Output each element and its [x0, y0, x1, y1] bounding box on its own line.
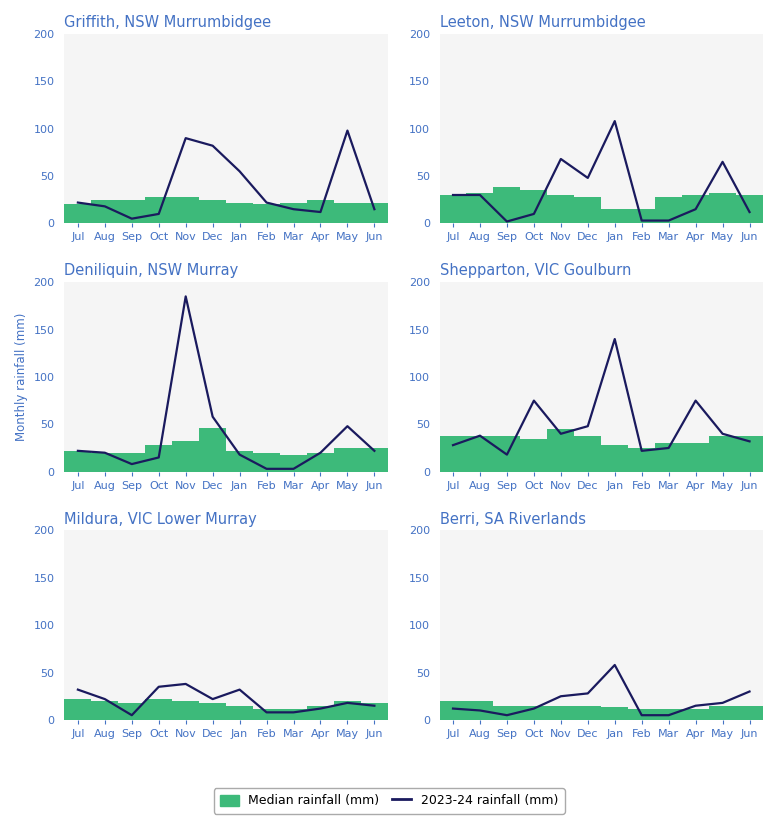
Bar: [682, 443, 709, 471]
Bar: [574, 705, 601, 720]
Bar: [280, 709, 307, 720]
Bar: [361, 703, 388, 720]
Bar: [280, 455, 307, 471]
Bar: [199, 199, 226, 223]
Bar: [682, 195, 709, 223]
Bar: [736, 195, 763, 223]
Bar: [493, 187, 520, 223]
Bar: [145, 445, 172, 471]
Bar: [520, 438, 548, 471]
Bar: [199, 428, 226, 471]
Bar: [334, 448, 361, 471]
Text: Shepparton, VIC Goulburn: Shepparton, VIC Goulburn: [440, 263, 631, 279]
Bar: [467, 701, 493, 720]
Bar: [65, 204, 91, 223]
Bar: [226, 705, 253, 720]
Bar: [65, 699, 91, 720]
Text: Mildura, VIC Lower Murray: Mildura, VIC Lower Murray: [65, 512, 258, 527]
Bar: [118, 703, 145, 720]
Y-axis label: Monthly rainfall (mm): Monthly rainfall (mm): [15, 313, 28, 441]
Bar: [493, 436, 520, 471]
Bar: [574, 436, 601, 471]
Bar: [91, 199, 118, 223]
Bar: [548, 195, 574, 223]
Bar: [601, 209, 628, 223]
Bar: [520, 190, 548, 223]
Bar: [253, 709, 280, 720]
Bar: [145, 197, 172, 223]
Bar: [118, 452, 145, 471]
Bar: [145, 699, 172, 720]
Bar: [307, 705, 334, 720]
Bar: [493, 705, 520, 720]
Bar: [226, 203, 253, 223]
Bar: [655, 197, 682, 223]
Bar: [118, 199, 145, 223]
Text: Griffith, NSW Murrumbidgee: Griffith, NSW Murrumbidgee: [65, 15, 272, 30]
Bar: [467, 193, 493, 223]
Bar: [307, 452, 334, 471]
Bar: [440, 701, 467, 720]
Bar: [736, 436, 763, 471]
Bar: [682, 709, 709, 720]
Bar: [574, 197, 601, 223]
Bar: [199, 703, 226, 720]
Bar: [172, 701, 199, 720]
Bar: [628, 709, 655, 720]
Text: Deniliquin, NSW Murray: Deniliquin, NSW Murray: [65, 263, 239, 279]
Bar: [628, 209, 655, 223]
Bar: [520, 705, 548, 720]
Bar: [361, 448, 388, 471]
Bar: [709, 705, 736, 720]
Bar: [548, 705, 574, 720]
Bar: [253, 204, 280, 223]
Bar: [601, 707, 628, 720]
Bar: [709, 436, 736, 471]
Bar: [601, 445, 628, 471]
Bar: [736, 705, 763, 720]
Bar: [280, 203, 307, 223]
Bar: [361, 203, 388, 223]
Bar: [467, 436, 493, 471]
Bar: [172, 197, 199, 223]
Bar: [91, 701, 118, 720]
Text: Berri, SA Riverlands: Berri, SA Riverlands: [440, 512, 586, 527]
Bar: [655, 709, 682, 720]
Bar: [628, 448, 655, 471]
Bar: [440, 195, 467, 223]
Bar: [172, 442, 199, 471]
Legend: Median rainfall (mm), 2023-24 rainfall (mm): Median rainfall (mm), 2023-24 rainfall (…: [213, 788, 565, 813]
Bar: [334, 203, 361, 223]
Bar: [709, 193, 736, 223]
Bar: [226, 451, 253, 471]
Bar: [65, 451, 91, 471]
Bar: [548, 429, 574, 471]
Bar: [334, 701, 361, 720]
Bar: [91, 452, 118, 471]
Bar: [655, 443, 682, 471]
Text: Leeton, NSW Murrumbidgee: Leeton, NSW Murrumbidgee: [440, 15, 645, 30]
Bar: [253, 452, 280, 471]
Bar: [307, 199, 334, 223]
Bar: [440, 436, 467, 471]
